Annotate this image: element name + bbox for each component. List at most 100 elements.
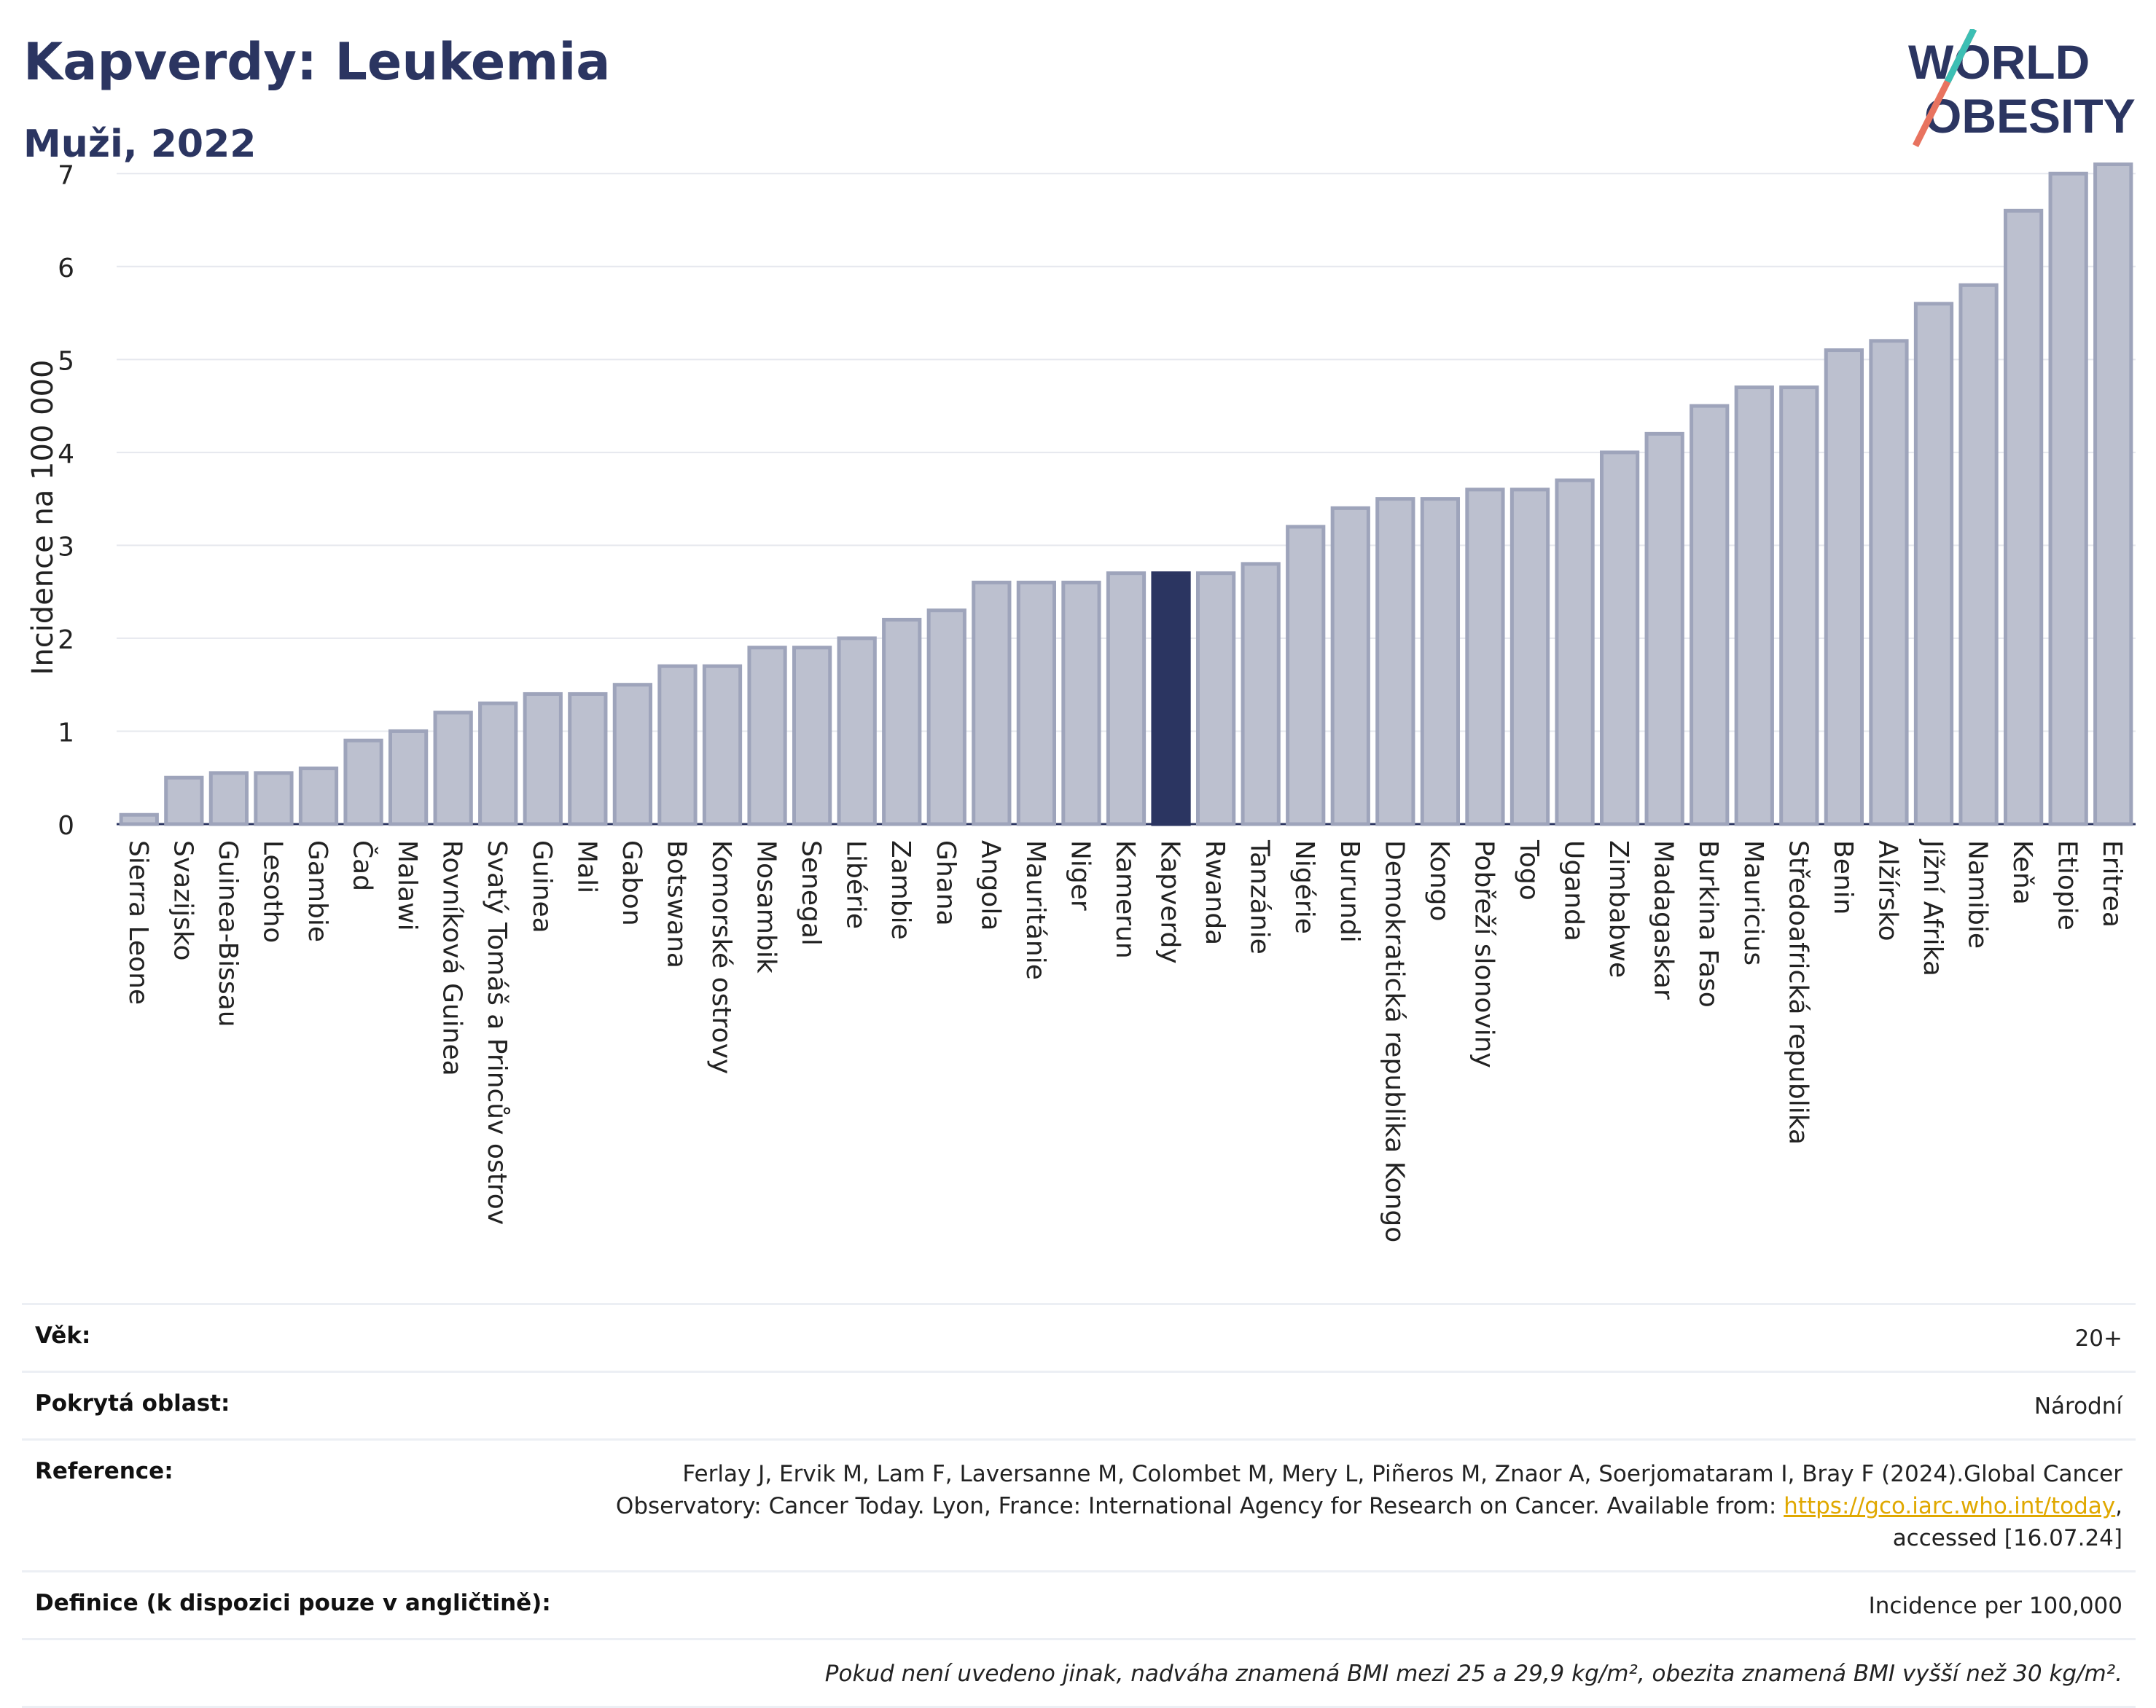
info-row-age: Věk: 20+ <box>22 1303 2136 1371</box>
bar-kamerun <box>1106 571 1147 826</box>
bar-burundi <box>1330 506 1370 826</box>
x-tick-label: Středoafrická republika <box>1783 840 1813 1145</box>
x-tick-label: Kapverdy <box>1155 840 1185 964</box>
y-tick-label: 3 <box>58 532 74 562</box>
info-table: Věk: 20+ Pokrytá oblast: Národní Referen… <box>22 1303 2136 1708</box>
bar-demokratická-republika-kongo <box>1375 497 1415 826</box>
bar-namibie <box>1958 283 1999 826</box>
coverage-label: Pokrytá oblast: <box>35 1390 230 1417</box>
bar-čad <box>343 738 383 826</box>
bar-kongo <box>1420 497 1461 826</box>
bar-ghana <box>926 608 966 826</box>
bar-sierra-leone <box>119 812 159 826</box>
x-tick-label: Rovníková Guinea <box>437 840 467 1076</box>
x-tick-label: Pobřeží slonoviny <box>1469 840 1499 1068</box>
y-tick-label: 2 <box>58 625 74 655</box>
x-tick-label: Kamerun <box>1110 840 1140 959</box>
bar-nigérie <box>1286 525 1326 826</box>
x-tick-label: Mauritánie <box>1020 840 1050 980</box>
x-tick-label: Rwanda <box>1200 840 1230 945</box>
x-tick-label: Nigérie <box>1289 840 1319 934</box>
x-tick-label: Namibie <box>1963 840 1993 949</box>
x-tick-label: Uganda <box>1559 840 1589 941</box>
bar-guinea-bissau <box>208 771 249 826</box>
x-tick-label: Botswana <box>661 840 691 968</box>
x-tick-label: Burkina Faso <box>1693 840 1723 1008</box>
x-tick-label: Demokratická republika Kongo <box>1379 840 1409 1242</box>
x-tick-label: Alžírsko <box>1872 840 1902 941</box>
bar-etiopie <box>2048 171 2088 826</box>
x-tick-label: Mosambik <box>751 840 781 974</box>
x-tick-label: Keňa <box>2007 840 2037 905</box>
page-subtitle: Muži, 2022 <box>23 122 257 166</box>
bmi-note: Pokud není uvedeno jinak, nadváha znamen… <box>824 1661 2122 1687</box>
bar-mosambik <box>747 646 787 826</box>
logo-line1: WORLD <box>1908 35 2090 89</box>
x-tick-label: Jížní Afrika <box>1918 839 1948 976</box>
x-tick-label: Benin <box>1828 840 1858 914</box>
bar-chart: 0 1 2 3 4 5 6 7 Sierra Leone Svazijsko Guinea-Bis… <box>26 160 2136 1242</box>
bar-mali <box>568 692 608 826</box>
bar-zimbabwe <box>1599 450 1640 826</box>
bar-lesotho <box>254 771 294 826</box>
bar-zambie <box>882 617 922 826</box>
bar-komorské-ostrovy <box>702 664 743 826</box>
bar-gabon <box>612 683 653 826</box>
x-tick-label: Mauricius <box>1738 840 1768 965</box>
x-tick-label: Niger <box>1065 840 1095 911</box>
bar-guinea <box>523 692 563 826</box>
reference-label: Reference: <box>35 1458 173 1484</box>
x-tick-label: Madagaskar <box>1649 840 1679 1000</box>
world-obesity-logo: WORLD OBESITY <box>1908 29 2136 148</box>
definition-label: Definice (k dispozici pouze v angličtině… <box>35 1590 551 1616</box>
reference-link[interactable]: https://gco.iarc.who.int/today <box>1784 1493 2116 1519</box>
x-tick-label: Togo <box>1514 839 1544 901</box>
x-tick-label: Gambie <box>302 840 332 942</box>
x-tick-label: Ghana <box>931 840 961 926</box>
bar-středoafrická-republika <box>1779 385 1819 826</box>
bar-gambie <box>298 766 339 826</box>
y-axis-ticks: 0 1 2 3 4 5 6 7 <box>58 160 74 841</box>
bar-keňa <box>2003 208 2044 826</box>
x-tick-label: Komorské ostrovy <box>706 840 736 1074</box>
x-tick-label: Burundi <box>1335 840 1364 943</box>
x-tick-label: Zambie <box>886 840 915 940</box>
x-tick-label: Lesotho <box>257 840 287 943</box>
coverage-value: Národní <box>2034 1393 2122 1419</box>
bar-niger <box>1061 580 1101 826</box>
y-tick-label: 6 <box>58 254 74 283</box>
bar-kapverdy <box>1151 571 1191 826</box>
x-axis-ticks: Sierra Leone Svazijsko Guinea-Bissau Lesoth… <box>123 839 2127 1242</box>
bar-tanzánie <box>1241 562 1281 826</box>
bar-alžírsko <box>1869 339 1909 826</box>
y-tick-label: 1 <box>58 718 74 748</box>
x-tick-label: Libérie <box>841 840 871 929</box>
bar-uganda <box>1555 478 1595 826</box>
bar-mauritánie <box>1016 580 1057 826</box>
reference-text: Ferlay J, Ervik M, Lam F, Laversanne M, … <box>615 1461 2122 1519</box>
bar-benin <box>1824 348 1864 826</box>
bar-svazijsko <box>164 775 204 826</box>
y-axis-label: Incidence na 100 000 <box>26 360 60 675</box>
bar-senegal <box>792 646 832 826</box>
x-tick-label: Guinea-Bissau <box>213 840 243 1027</box>
bar-mauricius <box>1734 385 1774 826</box>
x-tick-label: Sierra Leone <box>123 840 153 1005</box>
y-tick-label: 5 <box>58 346 74 376</box>
y-tick-label: 4 <box>58 439 74 469</box>
x-tick-label: Gabon <box>617 840 647 926</box>
logo-line2: OBESITY <box>1924 89 2136 143</box>
reference-value: Ferlay J, Ervik M, Lam F, Laversanne M, … <box>606 1458 2122 1554</box>
x-tick-label: Zimbabwe <box>1604 840 1633 978</box>
y-tick-label: 0 <box>58 811 74 841</box>
bar-jížní-afrika <box>1913 302 1954 826</box>
x-tick-label: Guinea <box>527 840 557 933</box>
x-tick-label: Čad <box>348 840 378 891</box>
bar-rwanda <box>1195 571 1236 826</box>
bar-burkina-faso <box>1690 404 1730 826</box>
y-tick-label: 7 <box>58 160 74 190</box>
bar-eritrea <box>2093 162 2133 826</box>
info-row-definition: Definice (k dispozici pouze v angličtině… <box>22 1570 2136 1638</box>
bar-angola <box>972 580 1012 826</box>
age-value: 20+ <box>2074 1325 2122 1352</box>
